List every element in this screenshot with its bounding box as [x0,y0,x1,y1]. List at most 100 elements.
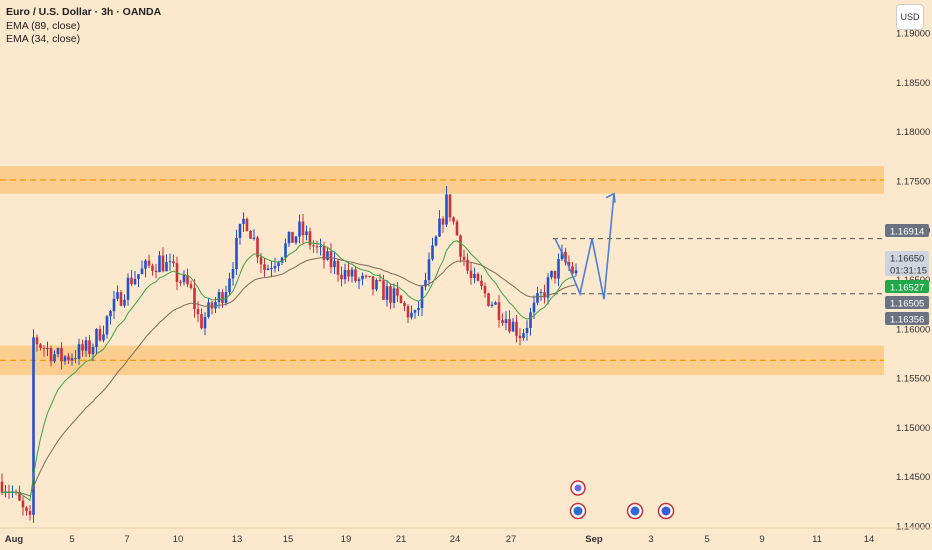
candle-body [252,237,256,239]
candle-38 [133,271,137,286]
y-tick-label: 1.15000 [896,423,930,434]
candle-68 [238,223,242,245]
candle-77 [270,261,273,278]
candle-112 [392,283,396,309]
candle-body [315,246,319,248]
candle-body [235,237,238,269]
candle-body [417,308,420,311]
candle-body [571,266,574,274]
candle-body [336,260,340,275]
candle-134 [469,262,473,285]
candle-body [53,354,56,362]
price-label-text: 1.16505 [890,299,924,310]
candle-164 [574,263,578,277]
candle-body [133,278,137,285]
x-tick-label: 5 [704,534,709,545]
candle-body [242,218,245,224]
candle-67 [235,229,238,276]
candle-113 [396,282,399,303]
candle-body [522,333,525,339]
candle-body [91,347,95,355]
candle-54 [189,280,193,290]
candle-116 [406,304,410,323]
candle-body [413,310,417,313]
candle-body [431,245,434,260]
candle-body [280,257,284,263]
candle-150 [525,320,529,341]
candle-body [116,292,119,299]
candle-73 [256,235,259,264]
candle-body [161,255,165,272]
candle-body [266,268,270,270]
ema34-line [1,240,577,502]
candle-148 [518,328,522,346]
price-label-1: 1.16650 [885,251,929,265]
candle-60 [210,300,214,315]
candle-69 [242,212,245,232]
price-label-5: 1.16356 [885,312,929,326]
candle-23 [81,339,84,357]
candle-42 [147,254,151,268]
candle-43 [151,263,154,276]
y-tick-label: 1.15500 [896,374,930,385]
candle-body [329,251,333,268]
candle-body [497,302,501,321]
candle-body [88,340,91,355]
candle-3 [11,485,14,498]
candle-body [333,260,336,268]
candle-75 [263,258,266,277]
price-label-text: 01:31:15 [890,266,927,277]
x-tick-label: 9 [759,534,764,545]
candle-65 [228,272,231,296]
candle-body [424,280,427,287]
candle-141 [494,301,497,306]
candle-body [420,286,424,309]
candle-body [403,303,406,307]
candle-body [343,269,347,280]
candle-body [480,280,483,286]
candle-44 [154,263,158,279]
candle-145 [508,310,511,334]
candle-96 [336,258,340,282]
candle-body [137,274,140,279]
candle-body [46,348,49,350]
y-tick-label: 1.18000 [896,127,930,138]
candle-70 [245,217,249,232]
candle-11 [39,342,42,351]
price-label-bg [885,280,929,293]
candle-body [347,269,350,277]
chart-legend: Euro / U.S. Dollar · 3h · OANDA EMA (89,… [6,6,161,47]
candle-151 [529,307,532,336]
candle-body [123,299,126,306]
currency-button[interactable]: USD [896,4,924,30]
candle-149 [522,328,525,341]
candle-body [382,280,385,300]
candle-128 [448,194,452,222]
candle-body [95,329,98,348]
candle-body [357,279,361,282]
candle-111 [389,283,392,310]
price-label-bg [885,251,929,264]
candle-1 [4,484,7,498]
x-tick-label: 3 [648,534,653,545]
candle-body [63,356,67,362]
y-tick-label: 1.19000 [896,29,930,40]
candle-body [378,279,382,281]
price-label-text: 1.16914 [890,227,924,238]
candle-91 [319,238,322,256]
candle-body [60,348,63,362]
candle-58 [203,312,207,336]
candle-body [462,256,466,260]
candle-body [536,293,539,303]
candle-body [368,275,371,277]
candle-body [207,302,210,318]
candle-body [77,344,81,360]
candle-31 [109,309,112,325]
candle-body [308,231,312,246]
candle-104 [364,274,368,279]
candle-71 [249,230,252,239]
candle-118 [413,309,417,319]
candle-body [340,274,343,280]
y-tick-label: 1.17500 [896,176,930,187]
